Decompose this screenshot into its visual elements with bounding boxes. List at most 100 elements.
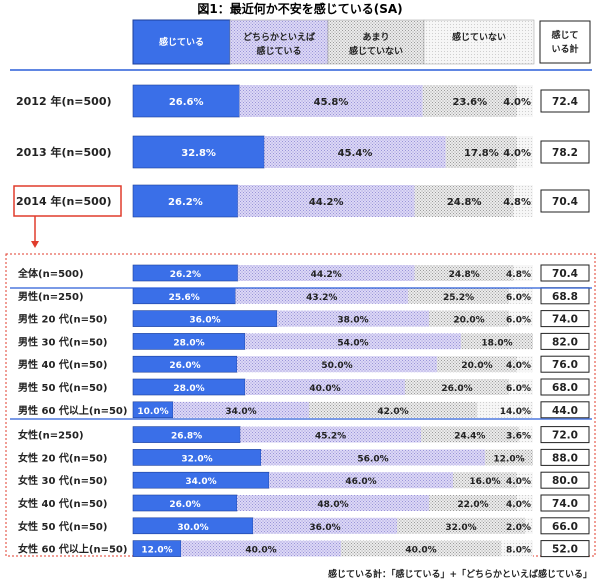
annual-total-box: [540, 140, 590, 164]
breakdown-total-value: 68.0: [552, 382, 578, 394]
breakdown-total-box: [540, 426, 590, 444]
breakdown-total-box: [540, 448, 590, 466]
breakdown-total-box: [540, 264, 590, 282]
breakdown-value-label-1: 25.6%: [169, 293, 200, 303]
breakdown-bar-segment-3: [309, 401, 477, 418]
breakdown-row-label: 女性 20 代(n=50): [18, 451, 107, 464]
annual-value-label-1: 26.2%: [168, 197, 203, 208]
breakdown-value-label-1: 26.0%: [169, 500, 200, 510]
breakdown-bar-segment-3: [485, 449, 533, 466]
breakdown-total-value: 76.0: [552, 359, 578, 371]
breakdown-value-label-3: 42.0%: [377, 407, 408, 417]
breakdown-row-1: 男性(n=250) 25.6% 43.2% 25.2% 6.0% 68.8: [18, 287, 590, 305]
annual-bar-segment-4: [517, 136, 533, 168]
breakdown-bar-segment-2: [269, 472, 453, 489]
total-header-box: [539, 20, 591, 64]
breakdown-value-label-1: 30.0%: [177, 523, 208, 533]
callout-arrow-head: [31, 241, 39, 248]
annual-bar-segment-3: [422, 85, 517, 117]
breakdown-row-3: 男性 30 代(n=50) 28.0% 54.0% 18.0% 82.0: [18, 332, 590, 350]
annual-value-label-4: 4.0%: [503, 148, 531, 159]
breakdown-total-box: [540, 471, 590, 489]
annual-row-label: 2012 年(n=500): [16, 94, 112, 108]
breakdown-bar-segment-2: [245, 333, 461, 350]
breakdown-rows: 全体(n=500) 26.2% 44.2% 24.8% 4.8% 70.4 男性(n=250…: [17, 264, 590, 558]
breakdown-row-label: 男性 20 代(n=50): [18, 313, 107, 326]
legend-label-2: どちらかといえば感じている: [243, 31, 315, 57]
breakdown-total-value: 74.0: [552, 314, 578, 326]
breakdown-total-value: 68.8: [552, 291, 578, 303]
breakdown-value-label-3: 22.0%: [457, 500, 488, 510]
breakdown-bar-segment-4: [517, 495, 533, 511]
breakdown-row-12: 女性 60 代以上(n=50) 12.0% 40.0% 40.0% 8.0% 52.0: [18, 540, 590, 558]
breakdown-value-label-1: 32.0%: [181, 454, 212, 464]
breakdown-value-label-4: 14.0%: [500, 407, 531, 417]
breakdown-bar-segment-3: [421, 426, 519, 443]
breakdown-value-label-3: 32.0%: [445, 523, 476, 533]
breakdown-total-value: 88.0: [552, 452, 578, 464]
legend-label-3: あまり感じていない: [349, 32, 403, 57]
breakdown-bar-segment-3: [341, 540, 501, 557]
breakdown-bar-segment-3: [405, 379, 509, 395]
breakdown-bar-segment-4: [518, 426, 533, 443]
breakdown-total-box: [540, 401, 590, 419]
breakdown-value-label-4: 4.0%: [506, 477, 531, 487]
breakdown-bar-segment-4: [513, 265, 533, 281]
breakdown-bar-segment-2: [237, 356, 437, 373]
breakdown-value-label-2: 54.0%: [337, 338, 368, 348]
breakdown-row-label: 女性(n=250): [18, 429, 84, 442]
breakdown-value-label-2: 36.0%: [309, 523, 340, 533]
annual-value-label-3: 17.8%: [464, 148, 499, 159]
breakdown-row-9: 女性 30 代(n=50) 34.0% 46.0% 16.0% 4.0% 80.0: [18, 471, 590, 489]
breakdown-bar-segment-2: [253, 517, 397, 534]
breakdown-bar-segment-3: [414, 265, 514, 281]
breakdown-value-label-4: 3.6%: [506, 432, 531, 442]
breakdown-value-label-2: 40.0%: [309, 384, 340, 394]
breakdown-row-6: 男性 60 代以上(n=50) 10.0% 34.0% 42.0% 14.0% 44.0: [18, 401, 590, 419]
breakdown-value-label-2: 45.2%: [315, 432, 346, 442]
legend-label-1: 感じている: [159, 36, 204, 48]
breakdown-row-7: 女性(n=250) 26.8% 45.2% 24.4% 3.6% 72.0: [18, 426, 590, 444]
breakdown-value-label-4: 4.8%: [506, 270, 531, 280]
breakdown-value-label-1: 12.0%: [141, 546, 172, 556]
breakdown-bar-segment-4: [509, 287, 533, 304]
highlight-2014-box: [13, 185, 122, 217]
annual-total-box: [540, 189, 590, 213]
annual-bar-segment-1: [132, 184, 239, 218]
annual-value-label-3: 24.8%: [447, 197, 482, 208]
legend-label-4: 感じていない: [452, 31, 506, 43]
annual-total-box: [540, 89, 590, 113]
annual-row-0: 2012 年(n=500) 26.6% 45.8% 23.6% 4.0% 72.4: [16, 84, 590, 118]
breakdown-bar-segment-4: [525, 517, 533, 534]
legend-swatch-4: [423, 19, 535, 65]
breakdown-bar-segment-3: [437, 356, 517, 373]
breakdown-total-value: 80.0: [552, 475, 578, 487]
breakdown-value-label-1: 10.0%: [137, 407, 168, 417]
breakdown-bar-segment-3: [397, 517, 525, 534]
breakdown-bar-segment-2: [173, 401, 309, 418]
breakdown-value-label-1: 26.8%: [171, 432, 202, 442]
breakdown-total-box: [540, 517, 590, 535]
annual-value-label-2: 44.2%: [309, 197, 344, 208]
breakdown-bar-segment-3: [429, 495, 517, 511]
breakdown-row-label: 全体(n=500): [17, 267, 84, 280]
breakdown-bar-segment-3: [429, 310, 509, 327]
breakdown-value-label-2: 48.0%: [317, 500, 348, 510]
breakdown-row-11: 女性 50 代(n=50) 30.0% 36.0% 32.0% 2.0% 66.0: [18, 517, 590, 535]
annual-total-value: 70.4: [552, 196, 578, 208]
breakdown-value-label-1: 36.0%: [189, 316, 220, 326]
breakdown-total-box: [540, 540, 590, 558]
breakdown-total-box: [540, 355, 590, 373]
breakdown-value-label-4: 6.0%: [506, 293, 531, 303]
breakdown-row-label: 女性 40 代(n=50): [18, 497, 107, 510]
footnote: 感じている計：「感じている」+「どちらかといえば感じている」: [328, 568, 592, 580]
breakdown-row-5: 男性 50 代(n=50) 28.0% 40.0% 26.0% 6.0% 68.0: [18, 378, 590, 396]
breakdown-value-label-1: 26.0%: [169, 361, 200, 371]
breakdown-value-label-1: 26.2%: [170, 270, 201, 280]
breakdown-total-box: [540, 310, 590, 328]
breakdown-bar-segment-4: [509, 379, 533, 395]
breakdown-value-label-3: 20.0%: [453, 316, 484, 326]
breakdown-value-label-4: 4.0%: [506, 500, 531, 510]
annual-row-label: 2013 年(n=500): [16, 145, 112, 159]
breakdown-total-box: [540, 378, 590, 396]
